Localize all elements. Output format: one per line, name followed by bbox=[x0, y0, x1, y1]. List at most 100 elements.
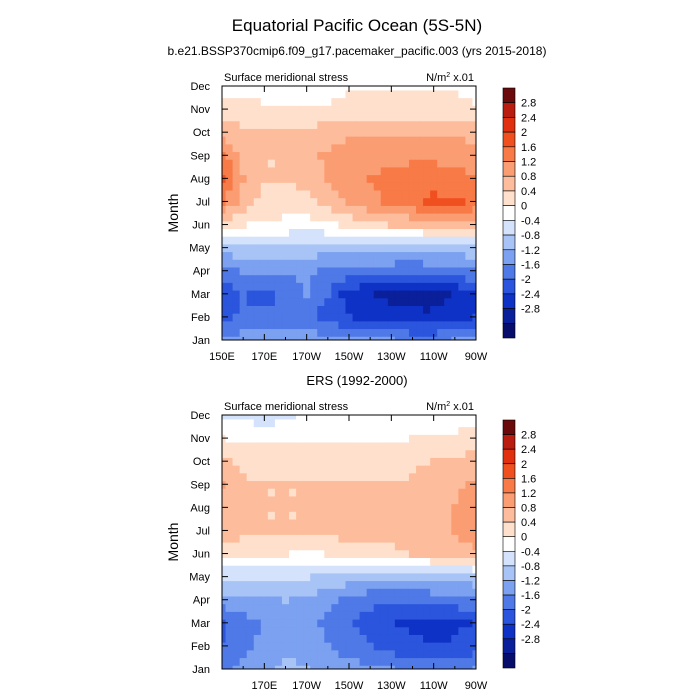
heatmap-cell bbox=[222, 580, 227, 589]
heatmap-cell bbox=[239, 189, 248, 199]
heatmap-cell bbox=[253, 457, 262, 466]
heatmap-cell bbox=[472, 418, 476, 428]
heatmap-cell bbox=[437, 534, 445, 543]
heatmap-cell bbox=[225, 441, 234, 451]
heatmap-cell bbox=[222, 418, 227, 428]
heatmap-cell bbox=[465, 89, 474, 99]
heatmap-cell bbox=[380, 320, 389, 330]
heatmap-cell bbox=[317, 457, 325, 466]
heatmap-cell bbox=[246, 228, 255, 237]
heatmap-cell bbox=[246, 213, 255, 222]
heatmap-cell bbox=[387, 143, 396, 153]
heatmap-cell bbox=[232, 511, 241, 520]
heatmap-cell bbox=[380, 580, 389, 589]
heatmap-cell bbox=[444, 228, 452, 237]
heatmap-cell bbox=[253, 189, 262, 199]
heatmap-cell bbox=[324, 580, 332, 589]
heatmap-cell bbox=[331, 441, 340, 451]
heatmap-cell bbox=[267, 289, 276, 299]
heatmap-cell bbox=[444, 426, 452, 435]
heatmap-cell bbox=[366, 426, 375, 435]
heatmap-cell bbox=[296, 313, 304, 322]
heatmap-cell bbox=[317, 305, 325, 314]
heatmap-cell bbox=[416, 542, 424, 551]
heatmap-cell bbox=[222, 274, 227, 283]
heatmap-cell bbox=[267, 441, 276, 451]
heatmap-cell bbox=[444, 441, 452, 451]
heatmap-cell bbox=[331, 580, 340, 589]
heatmap-cell bbox=[408, 289, 417, 299]
heatmap-cell bbox=[281, 174, 290, 183]
heatmap-cell bbox=[465, 182, 474, 191]
heatmap-cell bbox=[324, 274, 332, 283]
heatmap-cell bbox=[401, 266, 410, 276]
heatmap-cell bbox=[281, 503, 290, 512]
heatmap-cell bbox=[472, 611, 476, 620]
heatmap-cell bbox=[331, 415, 340, 420]
heatmap-cell bbox=[289, 236, 297, 245]
heatmap-cell bbox=[324, 518, 332, 528]
heatmap-cell bbox=[317, 441, 325, 451]
heatmap-cell bbox=[274, 611, 283, 620]
heatmap-cell bbox=[296, 105, 304, 114]
heatmap-cell bbox=[324, 143, 332, 153]
heatmap-cell bbox=[222, 665, 227, 669]
heatmap-cell bbox=[289, 649, 297, 659]
heatmap-cell bbox=[472, 120, 476, 129]
heatmap-cell bbox=[380, 328, 389, 337]
heatmap-cell bbox=[338, 174, 347, 183]
heatmap-cell bbox=[345, 495, 354, 505]
heatmap-cell bbox=[416, 151, 424, 160]
heatmap-cell bbox=[281, 595, 290, 605]
heatmap-cell bbox=[324, 159, 332, 168]
heatmap-cell bbox=[317, 128, 325, 137]
heatmap-cell bbox=[239, 503, 248, 512]
heatmap-cell bbox=[296, 266, 304, 276]
heatmap-cell bbox=[458, 89, 467, 99]
heatmap-cell bbox=[289, 189, 297, 199]
heatmap-cell bbox=[239, 518, 248, 528]
heatmap-cell bbox=[225, 549, 234, 558]
heatmap-cell bbox=[366, 465, 375, 474]
colorbar-label: -0.4 bbox=[521, 215, 540, 227]
heatmap-cell bbox=[239, 105, 248, 114]
heatmap-cell bbox=[253, 336, 262, 340]
heatmap-cell bbox=[331, 572, 340, 582]
heatmap-cell bbox=[289, 441, 297, 451]
heatmap-cell bbox=[345, 136, 354, 145]
heatmap-cell bbox=[437, 174, 445, 183]
heatmap-cell bbox=[232, 634, 241, 643]
heatmap-cell bbox=[267, 565, 276, 574]
heatmap-cell bbox=[408, 266, 417, 276]
heatmap-cell bbox=[451, 511, 459, 520]
heatmap-cell bbox=[267, 518, 276, 528]
heatmap-cell bbox=[310, 603, 318, 612]
heatmap-cell bbox=[437, 159, 445, 168]
heatmap-cell bbox=[352, 220, 361, 229]
heatmap-cell bbox=[225, 97, 234, 106]
y-axis-label: Month bbox=[165, 194, 181, 233]
heatmap-cell bbox=[303, 434, 311, 443]
heatmap-cell bbox=[444, 618, 452, 628]
heatmap-cell bbox=[472, 449, 476, 458]
heatmap-cell bbox=[317, 105, 325, 114]
heatmap-cell bbox=[423, 305, 431, 314]
heatmap-cell bbox=[281, 426, 290, 435]
heatmap-cell bbox=[380, 542, 389, 551]
colorbar-box bbox=[502, 308, 516, 324]
heatmap-cell bbox=[352, 313, 361, 322]
heatmap-cell bbox=[345, 313, 354, 322]
heatmap-cell bbox=[430, 488, 438, 497]
heatmap-cell bbox=[331, 120, 340, 129]
heatmap-cell bbox=[352, 488, 361, 497]
heatmap-cell bbox=[458, 97, 467, 106]
heatmap-cell bbox=[408, 580, 417, 589]
heatmap-cell bbox=[387, 328, 396, 337]
heatmap-cell bbox=[246, 251, 255, 260]
heatmap-cell bbox=[465, 657, 474, 666]
heatmap-cell bbox=[444, 603, 452, 612]
heatmap-cell bbox=[345, 634, 354, 643]
heatmap-cell bbox=[444, 449, 452, 458]
heatmap-cell bbox=[430, 97, 438, 106]
heatmap-cell bbox=[345, 611, 354, 620]
